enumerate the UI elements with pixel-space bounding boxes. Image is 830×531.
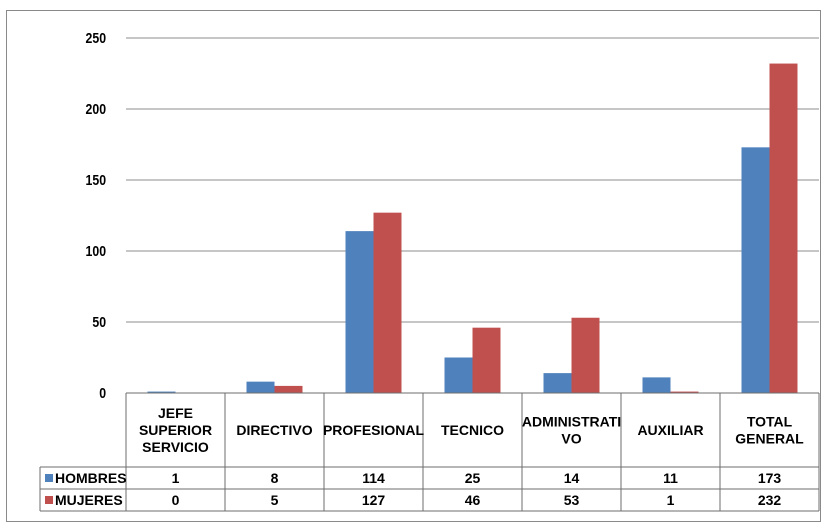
y-tick-label: 200: [86, 101, 107, 117]
bar-mujeres: [769, 63, 798, 394]
bar-mujeres: [274, 385, 303, 393]
category-label: GENERAL: [735, 431, 804, 447]
table-cell-value: 5: [271, 492, 279, 508]
y-tick-label: 250: [86, 30, 107, 46]
table-cell-value: 53: [564, 492, 580, 508]
bar-hombres: [147, 391, 176, 393]
y-tick-label: 0: [99, 385, 106, 401]
bar-mujeres: [373, 212, 402, 393]
table-cell-value: 127: [362, 492, 386, 508]
table-cell-value: 1: [667, 492, 675, 508]
chart-frame: [6, 10, 821, 522]
bar-mujeres: [472, 327, 501, 393]
bar-hombres: [543, 373, 572, 393]
legend-swatch: [45, 474, 53, 482]
category-label: AUXILIAR: [637, 422, 703, 438]
bar-hombres: [741, 147, 770, 393]
table-cell-value: 14: [564, 470, 580, 486]
category-label: SERVICIO: [142, 439, 209, 455]
table-cell-value: 232: [758, 492, 782, 508]
bar-hombres: [246, 381, 275, 393]
table-cell-value: 25: [465, 470, 481, 486]
legend-swatch: [45, 496, 53, 504]
bar-mujeres: [571, 317, 600, 393]
table-cell-value: 1: [172, 470, 180, 486]
series-name: MUJERES: [55, 492, 123, 508]
category-label: DIRECTIVO: [236, 422, 312, 438]
table-cell-value: 46: [465, 492, 481, 508]
category-label: SUPERIOR: [139, 422, 212, 438]
table-cell-value: 8: [271, 470, 279, 486]
table-cell-value: 0: [172, 492, 180, 508]
category-label: TOTAL: [747, 414, 793, 430]
bar-hombres: [345, 231, 374, 393]
table-cell-value: 114: [362, 470, 385, 486]
category-label: JEFE: [158, 405, 193, 421]
series-name: HOMBRES: [55, 470, 127, 486]
bar-mujeres: [670, 391, 699, 393]
category-label: PROFESIONAL: [323, 422, 425, 438]
category-label: ADMINISTRATI: [522, 414, 621, 430]
y-tick-label: 100: [86, 243, 107, 259]
bar-hombres: [444, 357, 473, 393]
table-cell-value: 173: [758, 470, 782, 486]
y-tick-label: 150: [86, 172, 107, 188]
y-tick-label: 50: [92, 314, 106, 330]
bar-hombres: [642, 377, 671, 393]
table-cell-value: 11: [663, 470, 678, 486]
category-label: TECNICO: [441, 422, 504, 438]
category-label: VO: [561, 431, 581, 447]
